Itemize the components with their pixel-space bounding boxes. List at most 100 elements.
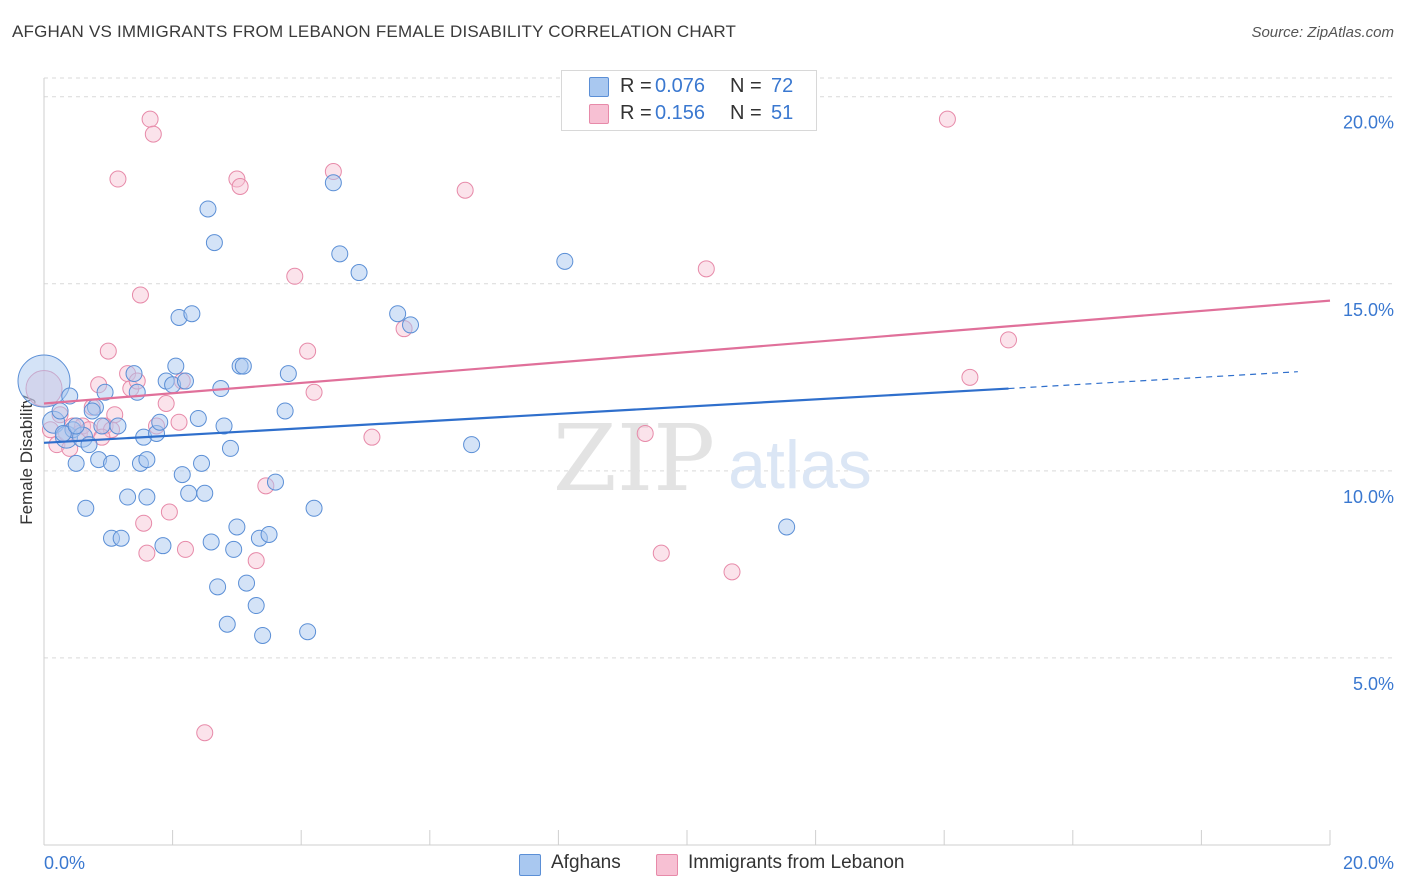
afghans-point <box>215 417 233 435</box>
lebanon-point <box>286 267 304 285</box>
x-tick-label-max: 20.0% <box>1343 853 1394 873</box>
afghans-trend-line <box>43 387 1009 444</box>
afghans-point <box>67 417 85 435</box>
series-lebanon-points <box>25 110 1017 742</box>
lebanon-point <box>138 544 156 562</box>
afghans-swatch <box>589 77 609 97</box>
lebanon-point <box>1000 331 1017 349</box>
n-value: 72 <box>771 75 794 97</box>
series-afghans-points <box>17 174 796 644</box>
r-value: 0.156 <box>655 102 706 124</box>
axes <box>43 78 1331 846</box>
lebanon-point <box>231 178 249 196</box>
afghans-point <box>266 473 284 491</box>
lebanon-legend-swatch <box>656 854 678 876</box>
afghans-point <box>225 540 243 558</box>
afghans-point <box>167 357 185 375</box>
afghans-point <box>176 372 194 390</box>
afghans-point <box>112 529 130 547</box>
afghans-point <box>202 533 220 551</box>
r-label: R = <box>620 102 652 124</box>
source-label: Source: ZipAtlas.com <box>1251 24 1394 41</box>
afghans-point <box>260 525 278 543</box>
lebanon-point <box>305 383 323 401</box>
afghans-point <box>228 518 246 536</box>
r-label: R = <box>620 75 652 97</box>
watermark-zip: ZIP <box>553 405 715 512</box>
afghans-point <box>247 597 265 615</box>
afghans-point <box>254 626 272 644</box>
lebanon-point <box>196 724 214 742</box>
afghans-point <box>463 436 481 454</box>
afghans-point <box>402 316 420 334</box>
afghans-point <box>17 354 71 408</box>
lebanon-point <box>109 170 127 188</box>
afghans-point <box>209 578 227 596</box>
y-tick-label: 15.0% <box>1343 300 1394 320</box>
afghans-legend-swatch <box>519 854 541 876</box>
x-tick-labels: 0.0% 20.0% <box>44 853 1394 873</box>
afghans-point <box>183 305 201 323</box>
afghans-point <box>305 499 323 517</box>
lebanon-point <box>299 342 317 360</box>
legend-row-lebanon: R = 0.156 N = 51 <box>562 101 816 127</box>
afghans-point <box>238 574 256 592</box>
afghans-trend-extension <box>1008 371 1298 390</box>
afghans-point <box>299 623 317 641</box>
afghans-point <box>324 174 342 192</box>
afghans-point <box>83 402 101 420</box>
n-value: 51 <box>771 102 794 124</box>
afghans-point <box>154 537 172 555</box>
chart-title: AFGHAN VS IMMIGRANTS FROM LEBANON FEMALE… <box>12 22 737 41</box>
afghans-point <box>96 383 114 401</box>
afghans-point <box>77 499 95 517</box>
lebanon-point <box>135 514 153 532</box>
afghans-point <box>193 454 211 472</box>
afghans-point <box>205 234 223 252</box>
x-tick-label-min: 0.0% <box>44 853 85 873</box>
lebanon-point <box>170 413 188 431</box>
y-tick-label: 20.0% <box>1343 113 1394 133</box>
series-legend: Afghans Immigrants from Lebanon <box>0 851 1406 879</box>
afghans-point <box>109 417 127 435</box>
afghans-point <box>778 518 796 536</box>
lebanon-point <box>99 342 117 360</box>
afghans-point <box>350 264 368 282</box>
afghans-point <box>125 365 143 383</box>
afghans-point <box>51 402 69 420</box>
watermark-atlas: atlas <box>728 427 872 503</box>
legend-label-lebanon: Immigrants from Lebanon <box>688 852 905 873</box>
afghans-point <box>93 417 111 435</box>
afghans-point <box>189 409 207 427</box>
lebanon-point <box>144 125 162 143</box>
y-axis-label: Female Disability <box>17 395 36 525</box>
afghans-point <box>234 357 252 375</box>
afghans-point <box>199 200 217 218</box>
lebanon-point <box>697 260 715 278</box>
lebanon-point <box>131 286 149 304</box>
afghans-point <box>276 402 294 420</box>
trend-lines <box>43 299 1331 444</box>
lebanon-point <box>652 544 670 562</box>
lebanon-point <box>176 540 194 558</box>
lebanon-trend-line <box>43 299 1331 405</box>
lebanon-point <box>723 563 741 581</box>
afghans-point <box>103 454 121 472</box>
n-label: N = <box>730 102 762 124</box>
correlation-legend: R = 0.076 N = 72 R = 0.156 N = 51 <box>561 70 817 131</box>
y-tick-labels: 5.0% 10.0% 15.0% 20.0% <box>1343 113 1394 694</box>
afghans-point <box>61 387 79 405</box>
afghans-point <box>218 615 236 633</box>
afghans-point <box>196 484 214 502</box>
r-value: 0.076 <box>655 75 706 97</box>
n-label: N = <box>730 75 762 97</box>
afghans-point <box>556 252 574 270</box>
lebanon-point <box>636 424 654 442</box>
afghans-point <box>221 439 239 457</box>
lebanon-point <box>247 552 265 570</box>
legend-label-afghans: Afghans <box>551 852 621 873</box>
afghans-point <box>67 454 85 472</box>
afghans-point <box>173 466 191 484</box>
lebanon-point <box>160 503 178 521</box>
